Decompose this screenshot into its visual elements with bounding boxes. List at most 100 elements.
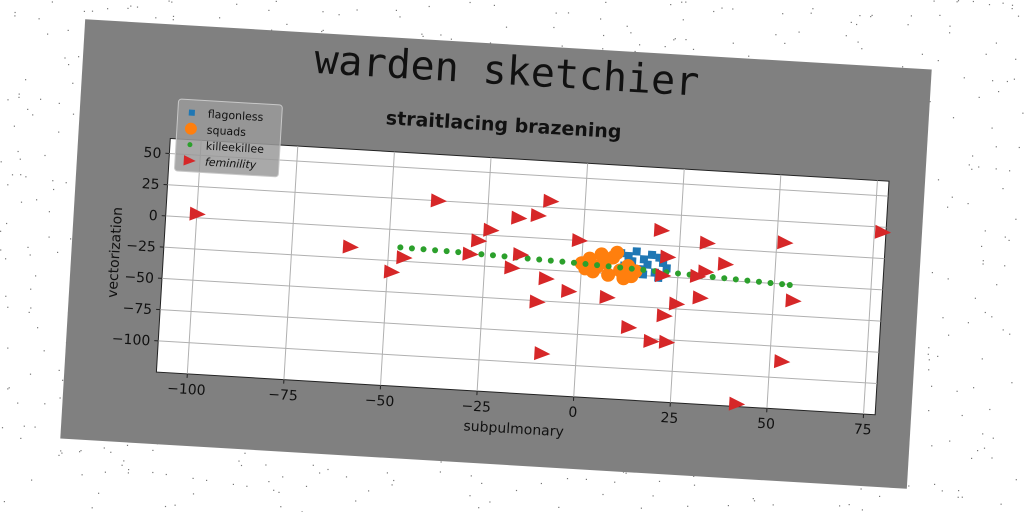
legend-marker-killeekillee (187, 142, 193, 148)
feminility-point (530, 208, 547, 223)
feminility-point (470, 233, 488, 248)
legend-marker-feminility (183, 155, 196, 166)
feminility-point (643, 333, 660, 348)
noise-dot (44, 154, 46, 157)
noise-dot (603, 34, 605, 37)
noise-dot (51, 1, 53, 3)
noise-dot (974, 297, 976, 299)
noise-dot (614, 481, 616, 483)
killeekillee-point (628, 265, 635, 272)
noise-dot (192, 493, 195, 495)
noise-dot (958, 490, 960, 492)
noise-dot (1008, 239, 1010, 241)
noise-dot (52, 180, 54, 182)
noise-dot (322, 29, 324, 31)
noise-dot (399, 16, 401, 18)
noise-dot (1002, 329, 1004, 331)
noise-dot (991, 316, 993, 318)
chart-card: warden sketchier straitlacing brazening … (60, 19, 932, 489)
noise-dot (81, 474, 83, 476)
killeekillee-point (547, 257, 554, 264)
noise-dot (947, 206, 949, 208)
noise-dot (58, 454, 60, 456)
noise-dot (996, 284, 998, 286)
noise-dot (5, 295, 7, 297)
feminility-point (777, 235, 794, 250)
noise-dot (640, 507, 642, 509)
noise-dot (8, 387, 10, 389)
feminility-point (717, 256, 735, 271)
noise-dot (949, 25, 951, 27)
noise-dot (17, 150, 19, 153)
feminility-point (785, 293, 802, 308)
noise-dot (126, 444, 129, 446)
noise-dot (246, 485, 248, 487)
noise-dot (478, 507, 480, 509)
noise-dot (933, 0, 935, 2)
noise-dot (14, 11, 16, 14)
noise-dot (29, 373, 32, 375)
noise-dot (30, 307, 32, 309)
y-grid-line (167, 184, 887, 228)
noise-dot (972, 0, 974, 3)
killeekillee-point (524, 255, 531, 262)
noise-dot (327, 468, 329, 471)
y-grid-line (158, 340, 878, 385)
feminility-point (728, 396, 746, 411)
noise-dot (630, 32, 632, 34)
noise-dot (35, 275, 37, 277)
squads-point (578, 261, 593, 276)
feminility-point (342, 239, 359, 254)
noise-dot (72, 82, 74, 84)
noise-dot (493, 4, 495, 6)
noise-dot (273, 489, 275, 491)
noise-dot (91, 507, 93, 509)
noise-dot (567, 12, 570, 14)
feminility-point (654, 268, 672, 283)
noise-dot (7, 388, 9, 390)
noise-dot (727, 505, 729, 507)
feminility-point (529, 294, 546, 309)
noise-dot (18, 96, 20, 98)
feminility-point (533, 346, 551, 361)
noise-dot (83, 10, 85, 12)
noise-dot (693, 484, 696, 486)
noise-dot (1015, 58, 1017, 60)
killeekillee-point (582, 260, 589, 267)
noise-dot (80, 450, 82, 452)
noise-dot (732, 8, 734, 10)
squads-point (601, 267, 616, 282)
feminility-point (668, 296, 686, 311)
feminility-point (189, 206, 206, 221)
noise-dot (639, 44, 641, 46)
noise-dot (605, 1, 607, 3)
noise-dot (345, 476, 348, 478)
noise-dot (165, 473, 167, 476)
noise-dot (961, 414, 963, 417)
noise-dot (439, 471, 441, 473)
killeekillee-point (594, 262, 601, 269)
flagonless-point (643, 260, 652, 269)
feminility-point (483, 222, 500, 237)
noise-dot (368, 490, 370, 492)
noise-dot (20, 174, 22, 176)
noise-dot (305, 485, 308, 487)
noise-dot (850, 21, 852, 23)
noise-dot (673, 39, 675, 41)
x-grid-line (283, 146, 299, 380)
noise-dot (1002, 2, 1004, 4)
noise-dot (1017, 15, 1020, 17)
killeekillee-point (559, 258, 566, 265)
noise-dot (236, 3, 238, 5)
y-axis-label: vectorization (105, 207, 126, 299)
noise-dot (72, 113, 75, 115)
killeekillee-point (420, 246, 427, 253)
noise-dot (67, 29, 69, 31)
noise-dot (65, 182, 67, 184)
noise-dot (555, 12, 557, 14)
killeekillee-point (501, 253, 508, 260)
killeekillee-point (732, 276, 739, 283)
noise-dot (622, 471, 625, 473)
noise-dot (812, 8, 814, 10)
noise-dot (61, 452, 63, 454)
